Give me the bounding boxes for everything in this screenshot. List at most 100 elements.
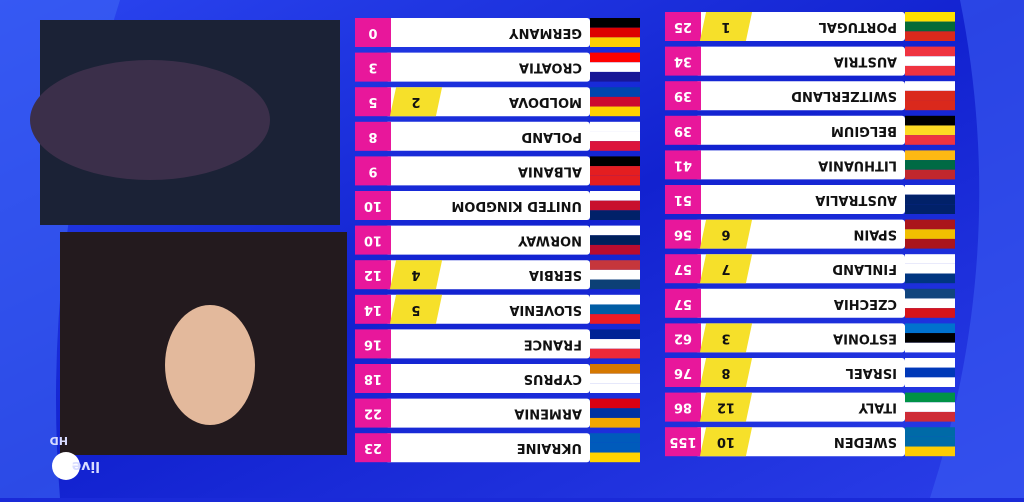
total-box — [665, 288, 701, 318]
points-box — [389, 294, 443, 324]
flag — [905, 81, 955, 91]
total-score: 57 — [674, 296, 692, 311]
flag — [905, 229, 955, 239]
points-box — [699, 392, 753, 422]
country-name: UKRAINE — [517, 440, 582, 455]
flag — [590, 269, 640, 280]
flag — [905, 436, 955, 447]
country-name: LITHUANIA — [818, 157, 897, 172]
country-name: FRANCE — [524, 336, 582, 351]
flag — [590, 175, 640, 186]
flag — [905, 100, 955, 111]
points-box — [699, 323, 753, 353]
total-score: 10 — [364, 233, 382, 248]
total-score: 41 — [674, 157, 692, 172]
country-name: CROATIA — [519, 60, 582, 75]
flag — [590, 364, 640, 374]
flag — [905, 135, 955, 145]
total-box — [665, 115, 701, 145]
total-score: 39 — [674, 88, 692, 103]
row-card — [695, 150, 905, 180]
points-box — [699, 219, 753, 249]
flag — [590, 279, 640, 290]
total-score: 76 — [674, 365, 692, 380]
flag — [590, 62, 640, 72]
awarded-points: 2 — [411, 94, 420, 109]
flag — [590, 314, 640, 324]
flag — [905, 427, 955, 437]
flag — [590, 225, 640, 236]
row-card — [385, 191, 590, 220]
flag — [590, 27, 640, 38]
flag — [905, 333, 955, 343]
flag — [590, 304, 640, 315]
points-box — [389, 87, 443, 117]
total-box — [355, 225, 391, 255]
total-score: 5 — [368, 94, 377, 109]
total-box — [355, 52, 391, 82]
flag — [590, 131, 640, 142]
total-score: 9 — [368, 163, 377, 178]
total-box — [665, 254, 701, 284]
total-score: 56 — [674, 227, 692, 242]
country-name: GERMANY — [509, 25, 582, 40]
total-box — [355, 191, 391, 220]
total-score: 51 — [674, 192, 692, 207]
country-name: CZECHIA — [834, 296, 897, 311]
row-card — [385, 433, 590, 463]
total-score: 16 — [364, 336, 382, 351]
row-card — [695, 81, 905, 111]
points-box — [699, 254, 753, 284]
total-box — [665, 185, 701, 214]
flag — [905, 21, 955, 32]
country-name: ESTONIA — [833, 330, 897, 345]
flag — [590, 339, 640, 349]
total-box — [665, 219, 701, 249]
awarded-points: 1 — [721, 19, 730, 34]
country-name: ALBANIA — [518, 163, 582, 178]
flag — [590, 235, 640, 245]
country-name: ISRAEL — [846, 365, 897, 380]
hd-label: HD — [50, 434, 68, 447]
flag — [590, 417, 640, 428]
flag — [590, 52, 640, 63]
logo — [52, 452, 80, 480]
flag — [905, 288, 955, 299]
flag — [905, 65, 955, 76]
flag — [590, 71, 640, 82]
presenter — [165, 305, 255, 425]
flag — [905, 160, 955, 170]
live-label: live — [72, 458, 100, 474]
total-score: 3 — [368, 60, 377, 75]
flag — [590, 398, 640, 409]
flag — [590, 244, 640, 255]
total-score: 8 — [368, 129, 377, 144]
flag — [905, 358, 955, 368]
flag — [905, 115, 955, 126]
flag — [590, 106, 640, 117]
total-score: 57 — [674, 261, 692, 276]
flag — [590, 383, 640, 393]
points-box — [699, 12, 753, 41]
flag — [905, 411, 955, 422]
country-name: POLAND — [521, 129, 582, 144]
flag — [905, 204, 955, 214]
flag — [905, 254, 955, 264]
country-name: ARMENIA — [514, 406, 582, 421]
flag — [590, 156, 640, 167]
total-score: 25 — [674, 19, 692, 34]
total-score: 23 — [364, 440, 382, 455]
total-box — [355, 398, 391, 428]
total-box — [355, 156, 391, 186]
total-box — [355, 329, 391, 359]
total-score: 12 — [364, 267, 382, 282]
row-card — [695, 115, 905, 145]
total-box — [665, 46, 701, 76]
flag — [590, 373, 640, 384]
flag — [905, 46, 955, 57]
awarded-points: 3 — [721, 330, 730, 345]
flag — [905, 273, 955, 284]
country-name: AUSTRALIA — [815, 192, 897, 207]
flag — [905, 392, 955, 403]
